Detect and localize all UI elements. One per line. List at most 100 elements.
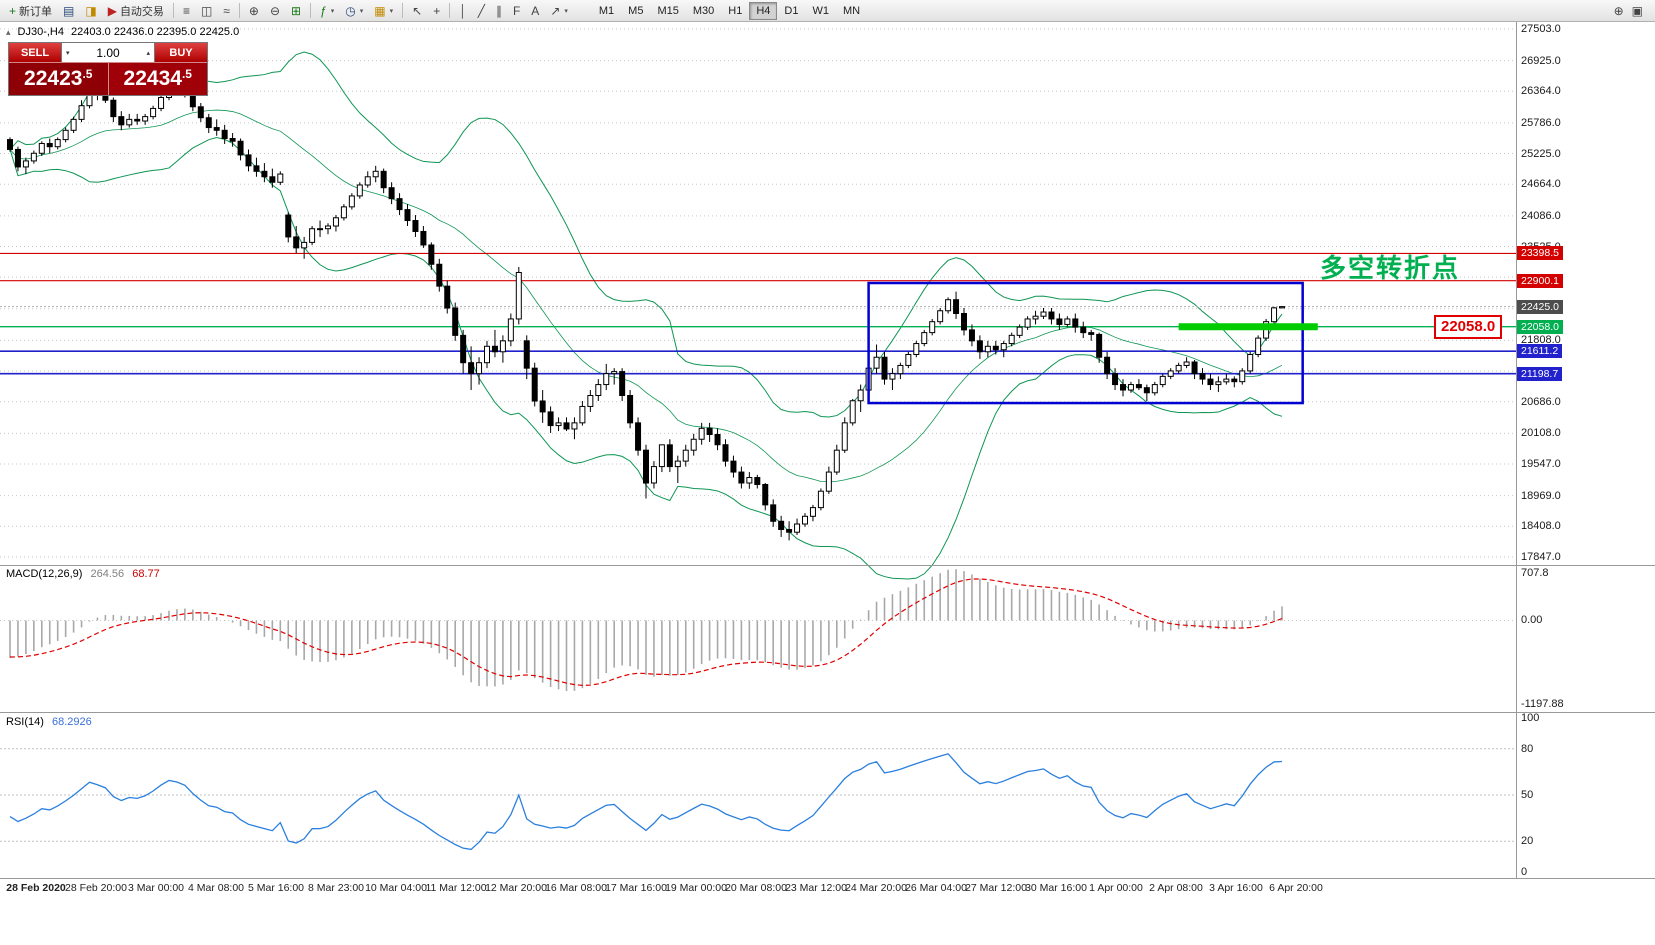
terminal-icon[interactable]: ▣ (1631, 3, 1643, 18)
macd-name: MACD(12,26,9) (6, 568, 83, 580)
autotrading-icon: ▶ (107, 3, 117, 18)
one-click-collapse-icon[interactable]: ▴ (6, 26, 11, 37)
text-tool-button[interactable]: A (526, 3, 544, 19)
chart-ohlc: 22403.0 22436.0 22395.0 22425.0 (71, 26, 240, 38)
volume-up-icon[interactable]: ▴ (146, 49, 150, 57)
timeframe-h4-button[interactable]: H4 (749, 1, 778, 20)
clock-icon: ◷ (345, 3, 356, 18)
indicators-button[interactable]: ƒ ▾ (315, 3, 339, 19)
toolbar-right-group: ⊕ ▣ (1614, 5, 1651, 17)
text-tool-icon: A (531, 3, 540, 18)
volume-input[interactable]: ▾ 1.00 ▴ (61, 43, 155, 62)
zoom-in-button[interactable]: ⊕ (244, 3, 264, 19)
macd-signal-line (9, 578, 1283, 686)
templates-button[interactable]: ▦ ▾ (369, 3, 398, 19)
rsi-value: 68.2926 (51, 716, 92, 728)
volume-value: 1.00 (96, 45, 120, 60)
periods-button[interactable]: ◷ ▾ (340, 3, 368, 19)
analysis-rectangle[interactable] (867, 281, 1304, 405)
sell-price-fraction: .5 (82, 67, 93, 81)
macd-main-value: 264.56 (90, 568, 125, 580)
navigator-icon: ◨ (85, 3, 97, 18)
market-watch-icon: ▤ (63, 3, 75, 18)
channel-tool-button[interactable]: ∥ (491, 3, 507, 19)
new-order-button[interactable]: + 新订单 (4, 1, 57, 21)
sell-price-panel[interactable]: 22423 .5 (9, 63, 109, 95)
bollinger-bands (9, 51, 1283, 580)
timeframe-m30-button[interactable]: M30 (692, 4, 715, 17)
zoom-out-button[interactable]: ⊖ (265, 3, 285, 19)
templates-icon: ▦ (374, 3, 386, 18)
candles-layer (7, 83, 1285, 541)
horizontal-lines[interactable] (0, 252, 1516, 375)
rsi-line (9, 753, 1283, 851)
timeframe-group: M1 M5 M15 M30 H1 H4 D1 W1 MN (592, 1, 867, 20)
chart-symbol-period: DJ30-,H4 (17, 26, 64, 38)
chevron-down-icon: ▾ (564, 7, 568, 15)
one-click-trading-widget: SELL ▾ 1.00 ▴ BUY 22423 .5 22434 .5 (8, 42, 208, 96)
sell-button[interactable]: SELL (9, 43, 61, 62)
zoom-in-icon: ⊕ (248, 3, 259, 18)
tile-windows-icon: ⊞ (291, 3, 302, 18)
chart-header: ▴ DJ30-,H4 22403.0 22436.0 22395.0 22425… (6, 26, 239, 38)
market-watch-button[interactable]: ▤ (58, 3, 79, 19)
bollinger-upper (9, 51, 1283, 418)
timeframe-mn-button[interactable]: MN (842, 4, 861, 17)
timeframe-m1-button[interactable]: M1 (598, 4, 615, 17)
toolbar-separator (172, 3, 174, 18)
price-level-label[interactable]: 22058.0 (1434, 315, 1503, 339)
zoom-out-icon: ⊖ (269, 3, 281, 18)
timeframe-d1-button[interactable]: D1 (784, 4, 799, 17)
chevron-down-icon: ▾ (359, 7, 364, 15)
bar-chart-icon: ≡ (182, 3, 190, 18)
tile-windows-button[interactable]: ⊞ (286, 3, 306, 19)
timeframe-w1-button[interactable]: W1 (812, 4, 829, 17)
timeframe-m15-button[interactable]: M15 (657, 4, 679, 17)
toolbar-separator (402, 3, 404, 18)
line-chart-icon: ≈ (223, 3, 230, 18)
navigator-button[interactable]: ◨ (80, 3, 101, 19)
volume-down-icon[interactable]: ▾ (66, 49, 70, 57)
cursor-tool-button[interactable]: ↖ (407, 3, 427, 19)
timeframe-h1-button[interactable]: H1 (728, 4, 743, 17)
toolbar-separator (310, 3, 312, 18)
chevron-down-icon: ▾ (330, 7, 335, 15)
chevron-down-icon: ▾ (389, 7, 394, 15)
toolbar-separator (238, 3, 240, 18)
macd-indicator-label: MACD(12,26,9) 264.56 68.77 (6, 568, 160, 580)
autotrading-label: 自动交易 (119, 5, 164, 18)
cursor-icon: ↖ (412, 3, 423, 18)
rsi-name: RSI(14) (6, 716, 44, 728)
channel-icon: ∥ (495, 3, 502, 18)
bar-chart-button[interactable]: ≡ (178, 3, 195, 19)
arrows-tool-button[interactable]: ↗ ▾ (545, 3, 573, 19)
trendline-tool-button[interactable]: ╱ (473, 3, 490, 19)
vertical-line-tool-button[interactable]: │ (454, 3, 472, 19)
new-order-label: 新订单 (19, 5, 53, 18)
bollinger-middle (9, 109, 1283, 483)
macd-signal-value: 68.77 (132, 568, 160, 580)
toolbar-separator (449, 3, 451, 18)
toolbar: + 新订单 ▤ ◨ ▶ 自动交易 ≡ ◫ ≈ ⊕ ⊖ ⊞ ƒ ▾ ◷ ▾ ▦ ▾ ↖ … (0, 0, 1655, 22)
line-chart-button[interactable]: ≈ (218, 3, 235, 19)
candlestick-chart-button[interactable]: ◫ (196, 3, 217, 19)
search-icon[interactable]: ⊕ (1613, 3, 1624, 18)
autotrading-button[interactable]: ▶ 自动交易 (103, 1, 169, 21)
buy-price-fraction: .5 (181, 67, 192, 81)
sell-price-value: 22423 (24, 67, 83, 90)
grid-layer (0, 28, 1516, 558)
timeframe-m5-button[interactable]: M5 (628, 4, 644, 17)
pivot-annotation-text[interactable]: 多空转折点 (1320, 253, 1461, 283)
indicators-icon: ƒ (320, 3, 327, 18)
fibonacci-tool-button[interactable]: F (508, 3, 525, 19)
buy-price-panel[interactable]: 22434 .5 (108, 63, 207, 95)
macd-layer (9, 569, 1283, 692)
new-order-icon: + (9, 3, 17, 18)
crosshair-tool-button[interactable]: + (428, 3, 445, 19)
buy-button[interactable]: BUY (155, 43, 207, 62)
crosshair-icon: + (433, 3, 441, 18)
arrows-tool-icon: ↗ (550, 3, 561, 18)
vertical-line-icon: │ (459, 3, 467, 18)
trendline-icon: ╱ (477, 3, 485, 18)
